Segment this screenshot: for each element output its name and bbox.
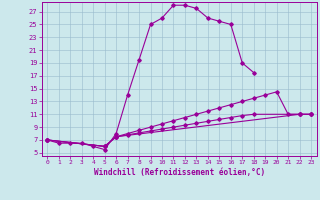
- X-axis label: Windchill (Refroidissement éolien,°C): Windchill (Refroidissement éolien,°C): [94, 168, 265, 177]
